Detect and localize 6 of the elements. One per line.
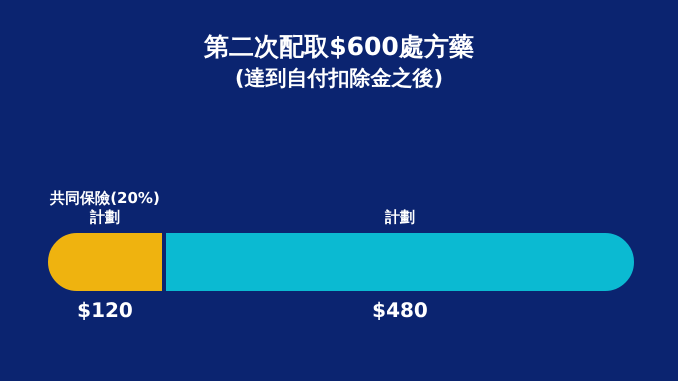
data-label: $120 <box>77 298 133 322</box>
data-label: $480 <box>372 298 428 322</box>
series-label: 計劃 <box>385 208 415 227</box>
series-label: 共同保險(20%)計劃 <box>49 189 161 227</box>
chart-subtitle: (達到自付扣除金之後) <box>234 65 444 92</box>
chart-title: 第二次配取$600處方藥 <box>203 31 475 63</box>
